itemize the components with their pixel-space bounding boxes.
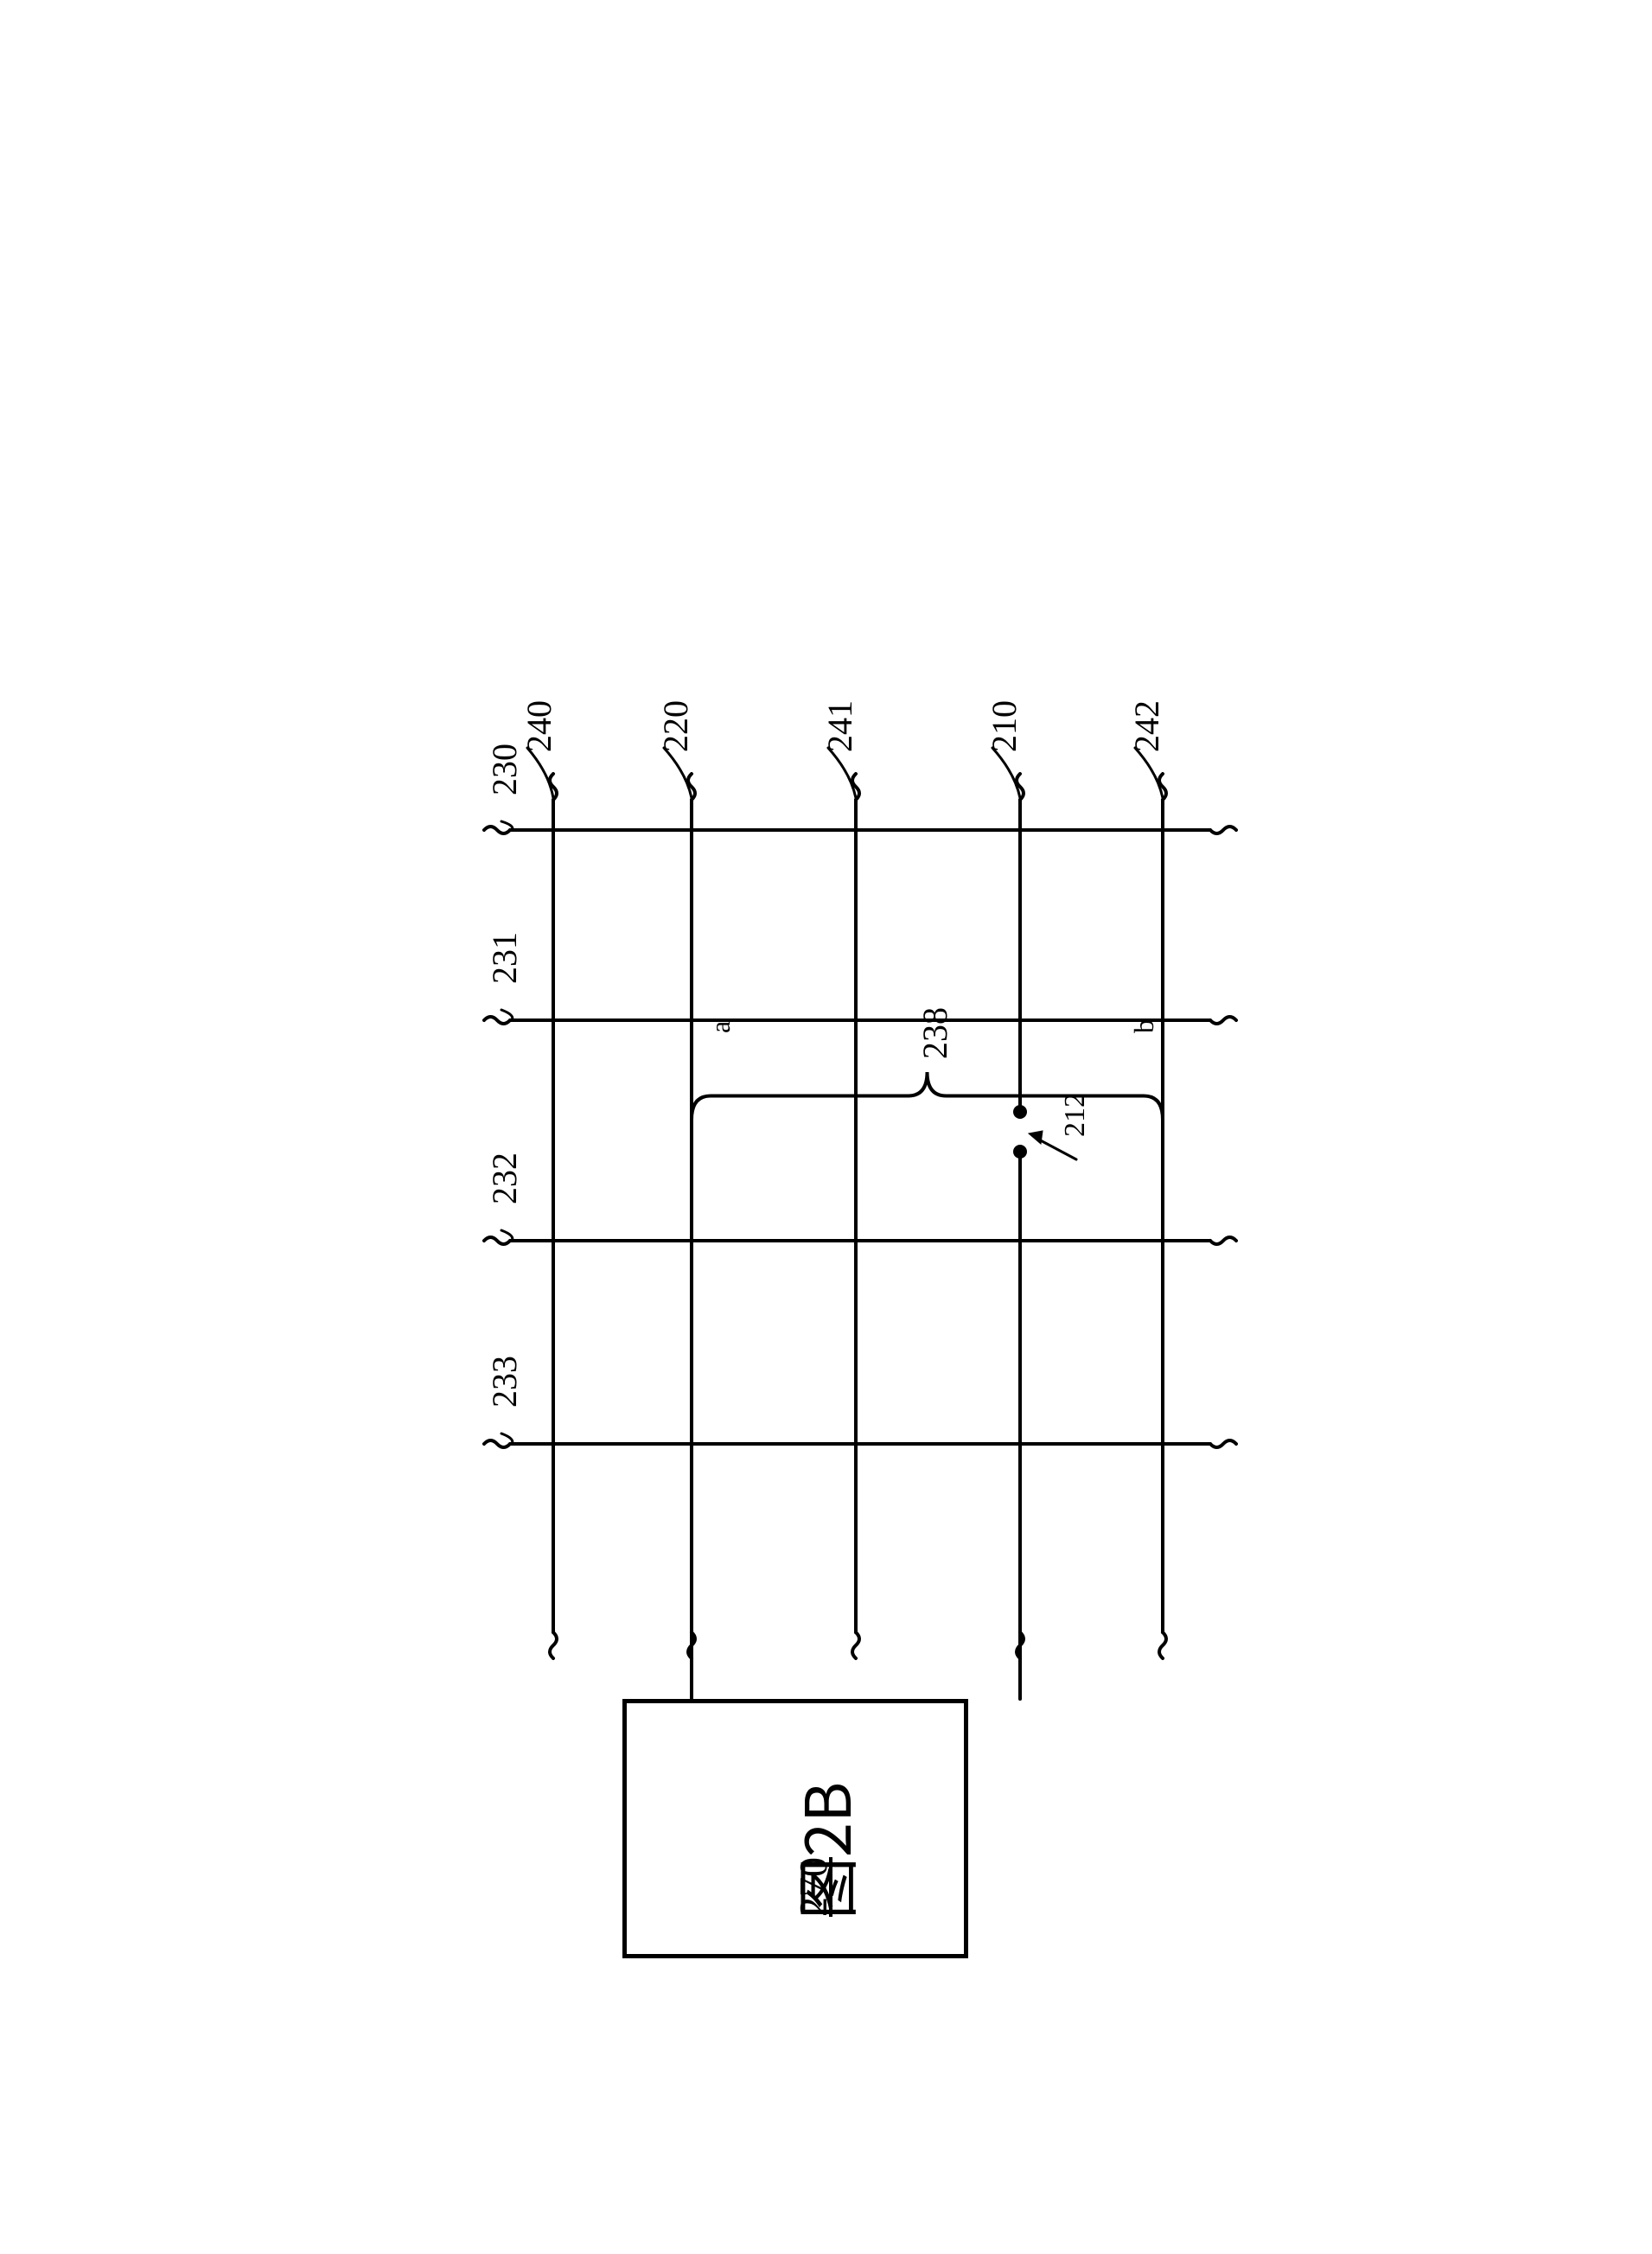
ref-label-241: 241 <box>820 700 860 752</box>
intersection-label-b: b <box>1128 1019 1160 1033</box>
ref-label-210: 210 <box>984 700 1024 752</box>
intersection-label-a: a <box>705 1021 737 1033</box>
ref-label-240: 240 <box>519 700 559 752</box>
label-238: 238 <box>915 1007 955 1059</box>
ref-label-232: 232 <box>484 1153 525 1204</box>
ref-label-242: 242 <box>1126 700 1167 752</box>
connection-dot <box>1013 1145 1027 1159</box>
ref-label-233: 233 <box>484 1356 525 1408</box>
figure-2b: 212ab238270240220241210242230231232233图2… <box>0 0 1652 2254</box>
label-212: 212 <box>1059 1093 1092 1137</box>
connection-dot <box>1013 1105 1027 1119</box>
ref-label-231: 231 <box>484 932 525 984</box>
figure-caption: 图2B <box>778 1782 869 1919</box>
ref-label-230: 230 <box>484 744 525 795</box>
ref-label-220: 220 <box>655 700 696 752</box>
